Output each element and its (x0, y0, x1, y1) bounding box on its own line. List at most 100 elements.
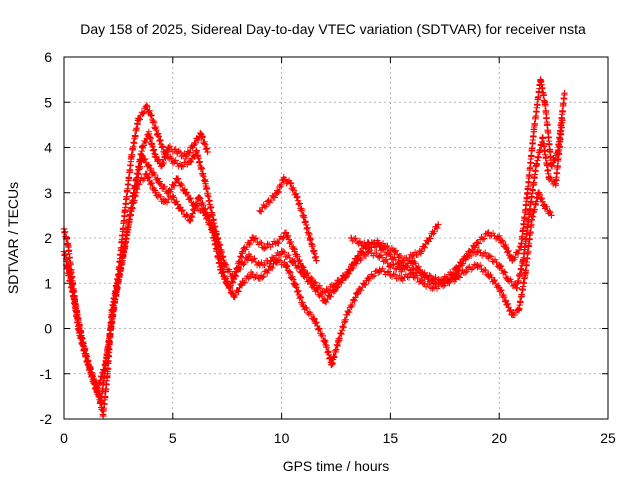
data-point (165, 189, 172, 196)
data-point (496, 284, 503, 291)
series-track-e (348, 221, 442, 266)
data-point (128, 153, 135, 160)
data-point (452, 266, 459, 273)
data-point (300, 302, 307, 310)
data-point (145, 130, 153, 138)
data-point (400, 257, 407, 264)
data-point (143, 171, 150, 178)
data-point (274, 257, 281, 264)
data-point (561, 90, 568, 97)
data-point (398, 275, 405, 282)
data-point (182, 153, 190, 160)
data-point (260, 243, 268, 251)
data-point (532, 162, 540, 169)
data-point (173, 148, 181, 156)
data-point (365, 243, 372, 251)
plot-frame (63, 56, 609, 420)
data-point (169, 194, 176, 201)
data-point (387, 261, 394, 269)
series-track-f (130, 128, 211, 197)
data-point (239, 280, 246, 287)
data-point (274, 239, 281, 246)
data-point (239, 248, 246, 255)
data-point (408, 271, 416, 278)
data-point (528, 216, 536, 224)
data-point (69, 289, 76, 296)
data-point (300, 212, 307, 219)
data-point (193, 148, 200, 156)
data-point (334, 338, 342, 346)
data-point (121, 207, 129, 215)
data-point (187, 216, 194, 224)
data-point (110, 302, 118, 310)
data-point (202, 180, 209, 187)
data-point (65, 243, 72, 251)
data-point (289, 257, 296, 264)
x-tick-label: 5 (169, 430, 177, 446)
x-tick-label: 0 (60, 430, 68, 446)
data-point (546, 175, 553, 183)
data-point (419, 271, 427, 278)
data-point (522, 271, 529, 278)
data-point (509, 257, 516, 264)
data-point (147, 112, 155, 120)
data-point (537, 76, 544, 83)
data-point (435, 221, 442, 228)
data-point (102, 361, 109, 368)
data-point (311, 284, 318, 291)
data-point (354, 289, 361, 296)
data-point (559, 117, 566, 124)
data-point (169, 157, 176, 165)
data-point (354, 257, 361, 264)
series-track-d (256, 174, 320, 264)
data-point (191, 139, 198, 147)
data-point (343, 311, 351, 319)
data-point (535, 189, 542, 196)
data-point (187, 157, 194, 165)
data-point (147, 166, 155, 174)
data-point (419, 280, 427, 287)
axis-ticks: 0 5 10 15 20 25 -2 -1 0 1 2 3 4 5 6 (40, 49, 616, 446)
data-point (321, 338, 329, 346)
data-point (97, 397, 105, 405)
data-point (321, 289, 329, 296)
data-point (552, 180, 559, 187)
data-point (452, 275, 459, 282)
data-point (509, 311, 516, 319)
data-point (250, 234, 257, 242)
data-point (496, 261, 503, 269)
data-point (376, 266, 383, 273)
data-point (99, 411, 107, 418)
data-point (519, 257, 527, 264)
data-point (291, 280, 298, 287)
data-point (256, 261, 264, 269)
data-point (282, 261, 290, 269)
data-point (311, 316, 318, 323)
data-point (195, 194, 203, 201)
y-tick-label: 0 (44, 321, 52, 337)
data-point (502, 298, 509, 305)
data-point (382, 243, 390, 251)
data-point (126, 216, 133, 224)
data-point (230, 293, 237, 301)
data-point (328, 361, 335, 368)
data-point (265, 266, 272, 273)
y-tick-label: 6 (44, 49, 52, 65)
data-point (139, 144, 146, 151)
data-point (274, 189, 281, 196)
y-tick-label: 2 (44, 230, 52, 246)
data-point (156, 180, 163, 187)
data-point (463, 266, 470, 273)
data-point (287, 180, 294, 187)
x-tick-label: 15 (383, 430, 399, 446)
data-point (247, 271, 255, 278)
data-point (356, 239, 364, 246)
x-tick-label: 10 (274, 430, 290, 446)
data-point (513, 284, 520, 291)
data-point (182, 189, 190, 196)
data-point (474, 239, 481, 246)
data-point (178, 207, 185, 215)
data-point (430, 284, 438, 291)
data-point (387, 252, 394, 260)
